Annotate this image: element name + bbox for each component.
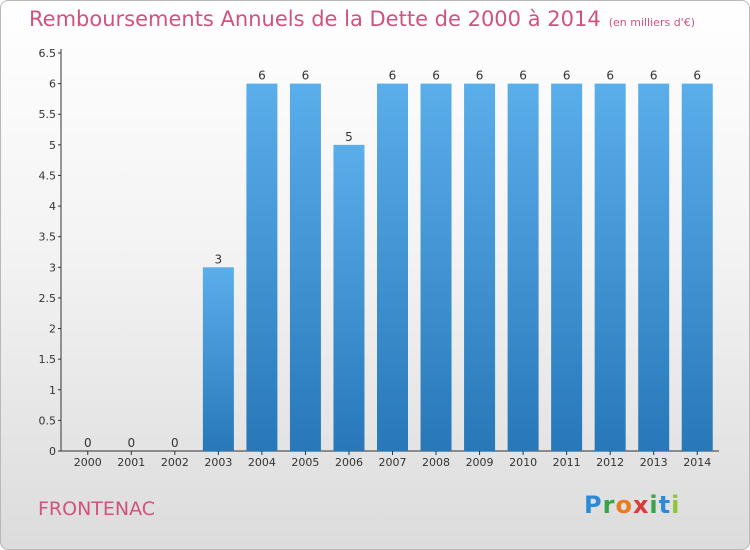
data-label-2005: 6 (302, 69, 310, 83)
y-tick-label: 2.5 (39, 292, 57, 305)
x-tick-label: 2010 (509, 456, 537, 469)
bar-2009 (464, 83, 496, 451)
bar-2010 (507, 83, 539, 451)
y-tick-label: 1 (49, 384, 56, 397)
chart-title: Remboursements Annuels de la Dette de 20… (29, 7, 695, 31)
title-text: Remboursements Annuels de la Dette de 20… (29, 7, 601, 31)
x-tick-label: 2003 (204, 456, 232, 469)
y-axis: 0 0.5 1 1.5 2 2.5 3 3.5 4 4.5 5 5.5 6 6.5 (39, 47, 62, 458)
proxiti-logo[interactable]: Proxiti (584, 491, 680, 519)
bars (202, 83, 713, 451)
x-tick-label: 2000 (74, 456, 102, 469)
data-label-2010: 6 (519, 69, 527, 83)
x-tick-label: 2001 (117, 456, 145, 469)
y-tick-label: 2 (49, 323, 56, 336)
data-label-2006: 5 (345, 130, 353, 144)
y-tick-label: 0.5 (39, 414, 57, 427)
y-tick-label: 0 (49, 445, 56, 458)
commune-name: FRONTENAC (38, 498, 156, 520)
bar-2006 (333, 144, 365, 451)
logo-letter: r (602, 491, 616, 519)
bar-2008 (420, 83, 452, 451)
data-label-2002: 0 (171, 436, 179, 450)
bar-2005 (289, 83, 321, 451)
data-label-2009: 6 (476, 69, 484, 83)
logo-letter: o (615, 491, 633, 519)
x-tick-label: 2014 (683, 456, 711, 469)
bar-2004 (246, 83, 278, 451)
bar-2011 (551, 83, 583, 451)
data-label-2001: 0 (127, 436, 135, 450)
logo-letter: i (671, 491, 681, 519)
bar-2003 (202, 267, 234, 451)
x-tick-label: 2006 (335, 456, 363, 469)
data-label-2011: 6 (563, 69, 571, 83)
y-tick-label: 3.5 (39, 231, 57, 244)
x-tick-label: 2013 (640, 456, 668, 469)
data-label-2008: 6 (432, 69, 440, 83)
x-tick-label: 2005 (291, 456, 319, 469)
x-tick-label: 2008 (422, 456, 450, 469)
data-label-2000: 0 (84, 436, 92, 450)
data-label-2003: 3 (215, 252, 223, 266)
y-tick-label: 6 (49, 78, 56, 91)
data-label-2007: 6 (389, 69, 397, 83)
x-tick-label: 2007 (379, 456, 407, 469)
y-tick-label: 4 (49, 200, 56, 213)
x-tick-label: 2004 (248, 456, 276, 469)
bar-2007 (377, 83, 408, 451)
y-tick-label: 3 (49, 261, 56, 274)
x-tick-label: 2009 (466, 456, 494, 469)
data-labels: 0 0 0 3 6 6 5 6 6 6 6 6 6 6 6 (84, 69, 701, 450)
y-tick-label: 4.5 (39, 169, 57, 182)
x-tick-label: 2002 (161, 456, 189, 469)
x-axis: 2000 2001 2002 2003 2004 2005 2006 2007 2008 2009… (61, 450, 719, 469)
y-tick-label: 5.5 (39, 108, 57, 121)
y-tick-label: 6.5 (39, 47, 57, 60)
data-label-2014: 6 (693, 69, 701, 83)
x-tick-label: 2011 (553, 456, 581, 469)
logo-letter: P (584, 491, 603, 519)
logo-letter: i (649, 491, 659, 519)
x-tick-label: 2012 (596, 456, 624, 469)
y-tick-label: 1.5 (39, 353, 57, 366)
data-label-2012: 6 (606, 69, 614, 83)
y-tick-label: 5 (49, 139, 56, 152)
bar-2014 (681, 83, 713, 451)
logo-letter: x (632, 491, 650, 519)
logo-letter: t (658, 491, 672, 519)
bar-2013 (638, 83, 670, 451)
data-label-2004: 6 (258, 69, 266, 83)
title-unit: (en milliers d'€) (608, 16, 695, 29)
data-label-2013: 6 (650, 69, 658, 83)
bar-2012 (594, 83, 626, 451)
